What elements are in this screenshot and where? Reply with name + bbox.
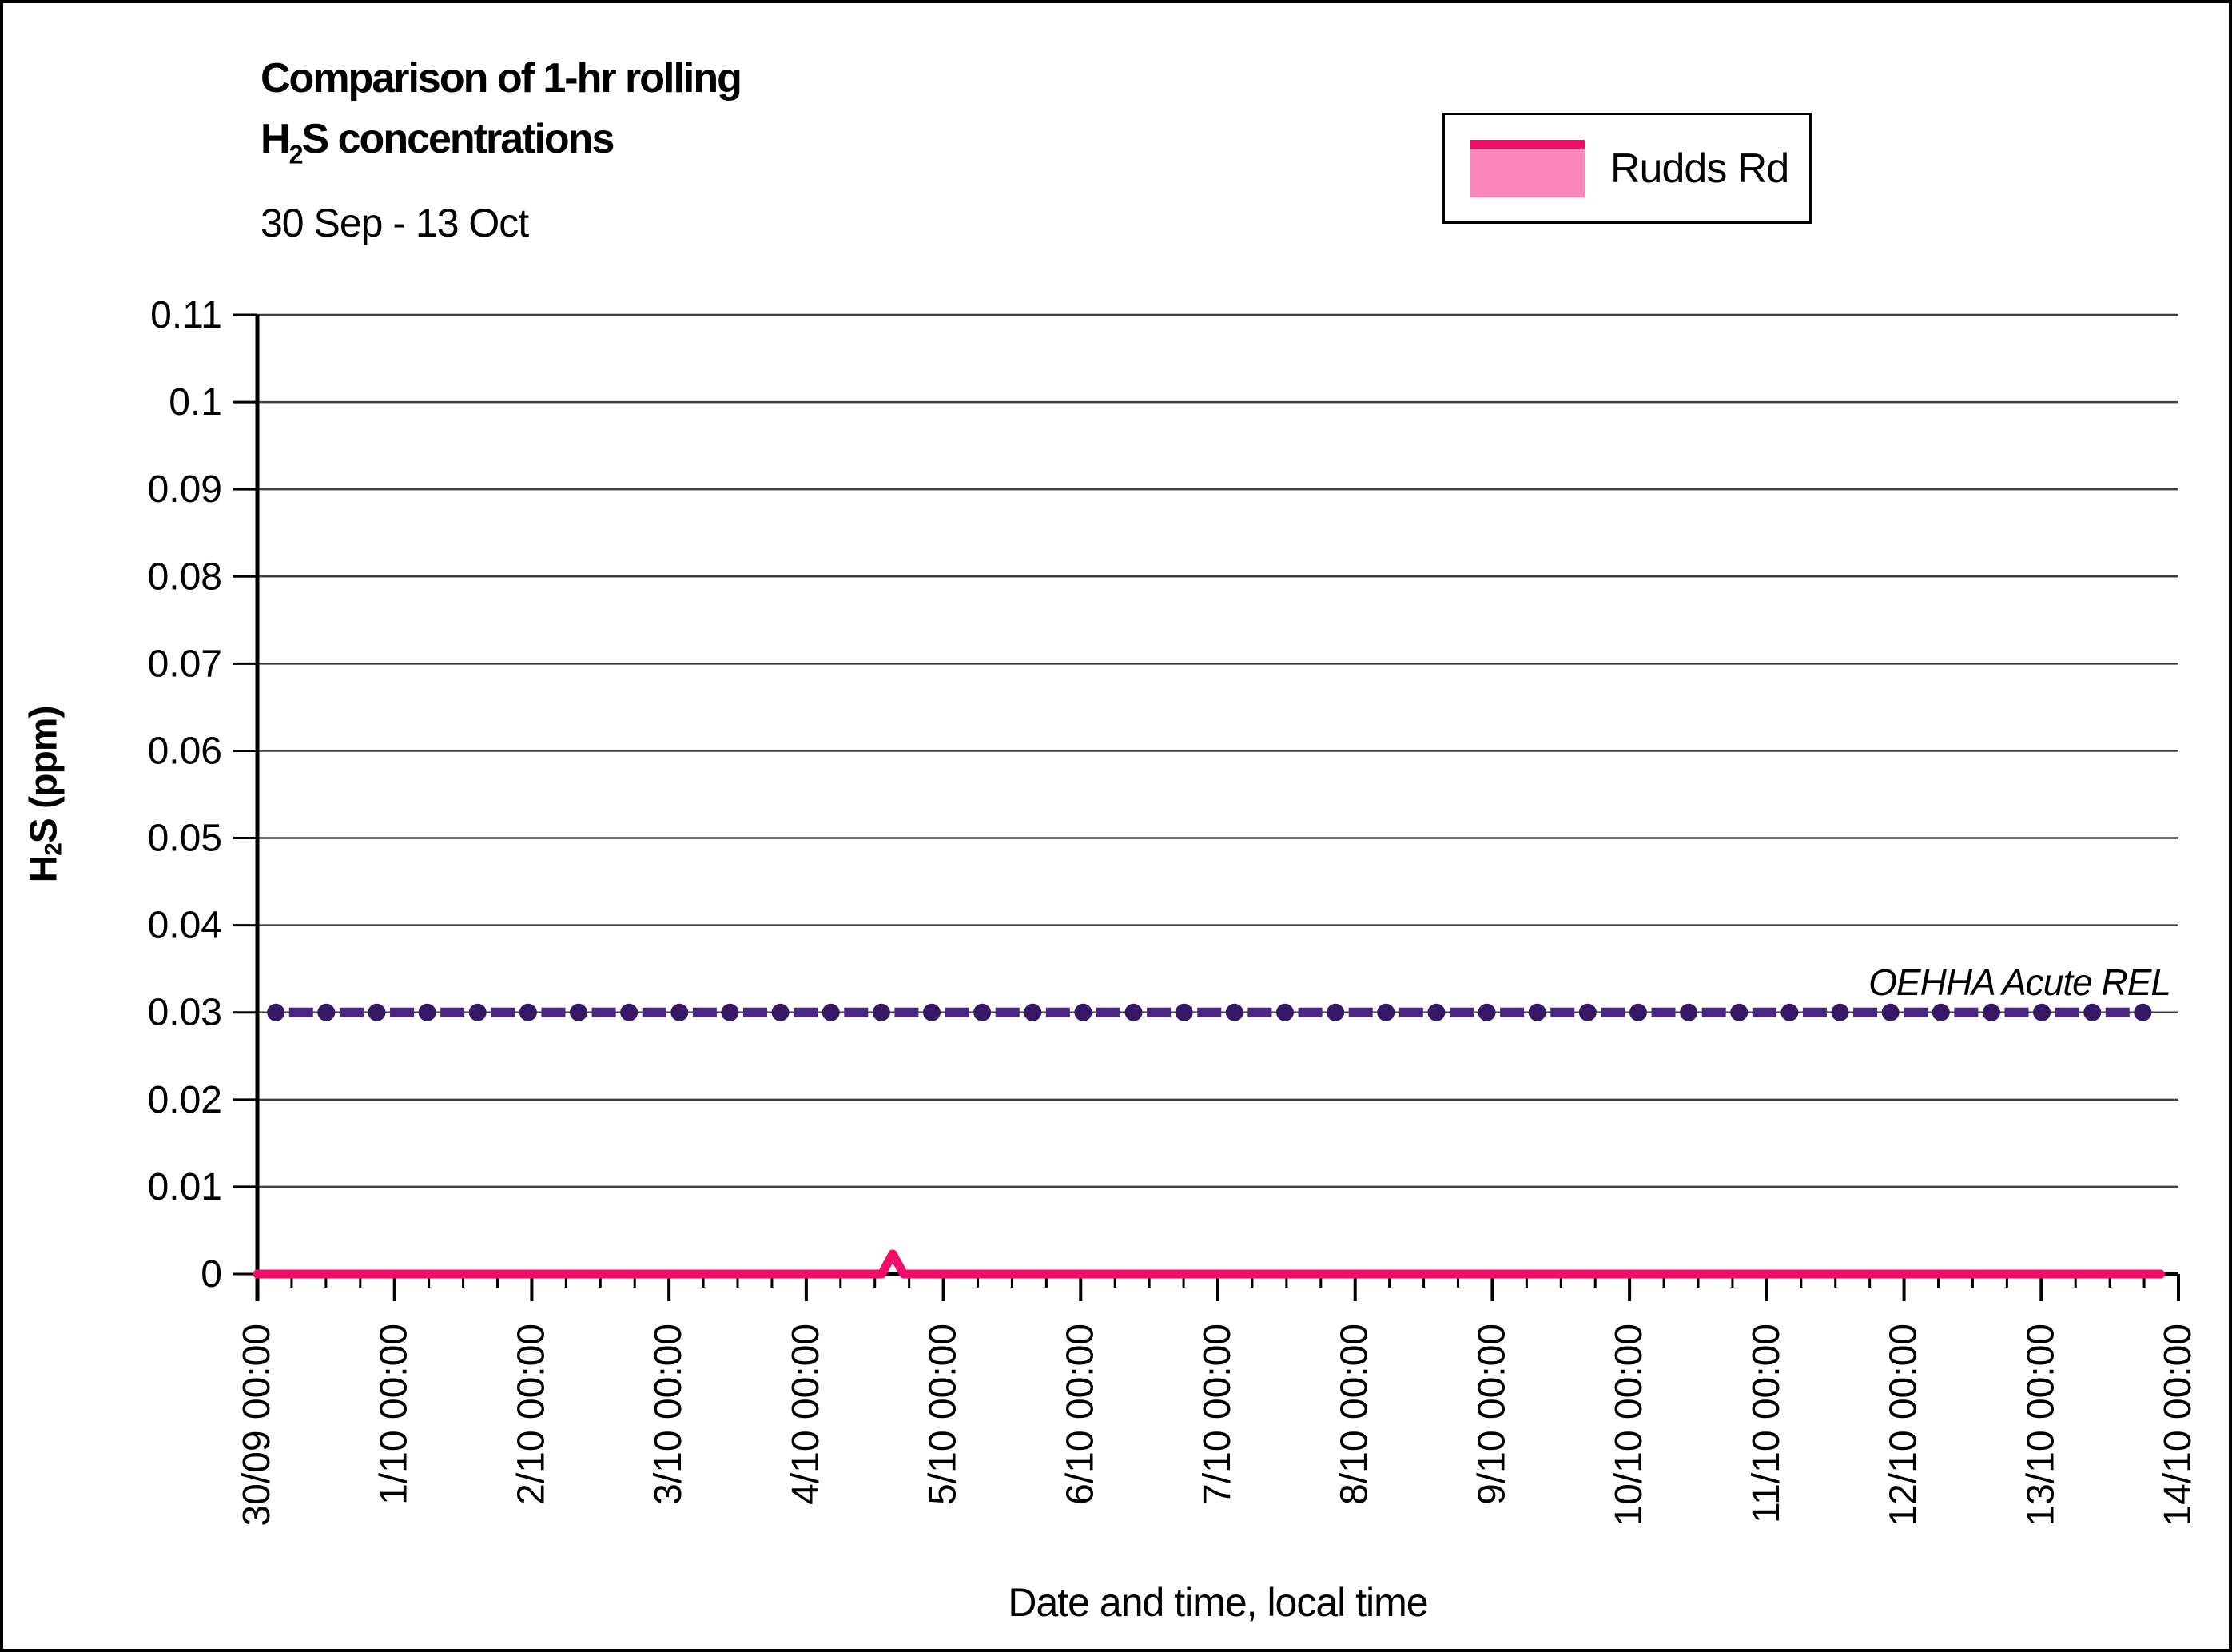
x-tick-label: 9/10 00:00 [1470, 1324, 1513, 1505]
rel-marker [1175, 1003, 1193, 1021]
rel-marker [1024, 1003, 1042, 1021]
rel-marker [1275, 1003, 1294, 1021]
rel-marker [1528, 1003, 1546, 1021]
x-tick-label: 3/10 00:00 [647, 1324, 690, 1505]
rel-marker [1124, 1003, 1143, 1021]
rel-marker [771, 1003, 790, 1021]
rel-marker [267, 1003, 285, 1021]
rel-marker [1730, 1003, 1749, 1021]
y-axis: 0 0.01 0.02 0.03 0.04 0.05 0.06 0.07 0.08 0.09 0.1… [148, 294, 260, 1301]
y-tick-label: 0.08 [148, 555, 222, 598]
x-tick-label: 11/10 00:00 [1745, 1324, 1788, 1523]
subscript-2: 2 [40, 843, 67, 856]
y-tick-label: 0.03 [148, 992, 222, 1034]
rel-marker [2134, 1003, 2152, 1021]
rel-marker [418, 1003, 436, 1021]
rel-marker [1327, 1003, 1345, 1021]
series-rudds-rd [253, 1249, 2166, 1279]
x-tick-label: 6/10 00:00 [1059, 1324, 1101, 1505]
y-tick-label: 0.09 [148, 468, 222, 511]
rel-marker [1881, 1003, 1900, 1021]
x-tick-label: 5/10 00:00 [922, 1324, 965, 1505]
x-axis-title: Date and time, local time [1008, 1580, 1428, 1625]
y-tick-label: 0.06 [148, 730, 222, 772]
series-line [253, 1249, 2166, 1279]
y-axis-title: H2S (ppm) [22, 706, 67, 883]
x-tick-label: 13/10 00:00 [2019, 1324, 2062, 1527]
y-tick-label: 0.07 [148, 643, 222, 685]
h-gridlines [257, 313, 2178, 1188]
rel-marker [1932, 1003, 1950, 1021]
rel-marker [670, 1003, 689, 1021]
rel-marker [1982, 1003, 2000, 1021]
y-tick-label: 0.05 [148, 818, 222, 860]
rel-marker [1225, 1003, 1243, 1021]
rel-marker [1427, 1003, 1446, 1021]
rel-marker [872, 1003, 890, 1021]
chart-title: Comparison of 1-hr rolling H2S concentra… [261, 48, 742, 185]
x-axis: 30/09 00:00 1/10 00:00 2/10 00:00 3/10 00:0… [236, 1272, 2199, 1527]
rel-marker [721, 1003, 739, 1021]
rel-marker [1377, 1003, 1395, 1021]
legend-area-swatch [1470, 139, 1585, 197]
rel-marker [973, 1003, 992, 1021]
rel-reference-line [267, 1003, 2152, 1021]
subscript-2: 2 [288, 140, 304, 169]
x-tick-label: 10/10 00:00 [1608, 1324, 1650, 1527]
x-tick-label: 7/10 00:00 [1196, 1324, 1239, 1505]
y-tick-label: 0.1 [169, 381, 222, 424]
x-tick-label: 14/10 00:00 [2157, 1324, 2199, 1527]
x-tick-label: 30/09 00:00 [236, 1324, 278, 1527]
chart-title-line2: H2S concentrations [261, 116, 615, 169]
plot-area: 0 0.01 0.02 0.03 0.04 0.05 0.06 0.07 0.08 0.09 0.1… [148, 294, 2199, 1527]
chart-subtitle: 30 Sep - 13 Oct [261, 201, 529, 245]
rel-marker [620, 1003, 639, 1021]
x-tick-label: 12/10 00:00 [1883, 1324, 1925, 1527]
rel-marker [1780, 1003, 1799, 1021]
rel-marker [1578, 1003, 1597, 1021]
rel-marker [2033, 1003, 2051, 1021]
rel-marker [1629, 1003, 1647, 1021]
legend-series-label: Rudds Rd [1610, 145, 1789, 192]
y-tick-label: 0.02 [148, 1079, 222, 1121]
rel-marker [570, 1003, 588, 1021]
x-tick-label: 8/10 00:00 [1334, 1324, 1376, 1505]
rel-line-annotation: OEHHA Acute REL [1868, 961, 2171, 1003]
legend: Rudds Rd [1442, 113, 1812, 224]
y-tick-label: 0.04 [148, 905, 222, 947]
rel-marker [822, 1003, 840, 1021]
y-tick-label: 0.01 [148, 1166, 222, 1208]
x-tick-label: 4/10 00:00 [785, 1324, 827, 1505]
rel-marker [2083, 1003, 2102, 1021]
rel-marker [519, 1003, 537, 1021]
rel-marker [1074, 1003, 1092, 1021]
x-tick-label: 1/10 00:00 [373, 1324, 416, 1505]
rel-marker [1478, 1003, 1496, 1021]
y-tick-label: 0.11 [150, 294, 222, 336]
y-tick-label: 0 [201, 1253, 222, 1296]
rel-marker [317, 1003, 336, 1021]
rel-marker [1680, 1003, 1698, 1021]
x-tick-label: 2/10 00:00 [510, 1324, 552, 1505]
chart-title-line1: Comparison of 1-hr rolling [261, 55, 742, 102]
rel-marker [922, 1003, 941, 1021]
rel-marker [1831, 1003, 1849, 1021]
rel-marker [468, 1003, 487, 1021]
rel-marker [368, 1003, 386, 1021]
